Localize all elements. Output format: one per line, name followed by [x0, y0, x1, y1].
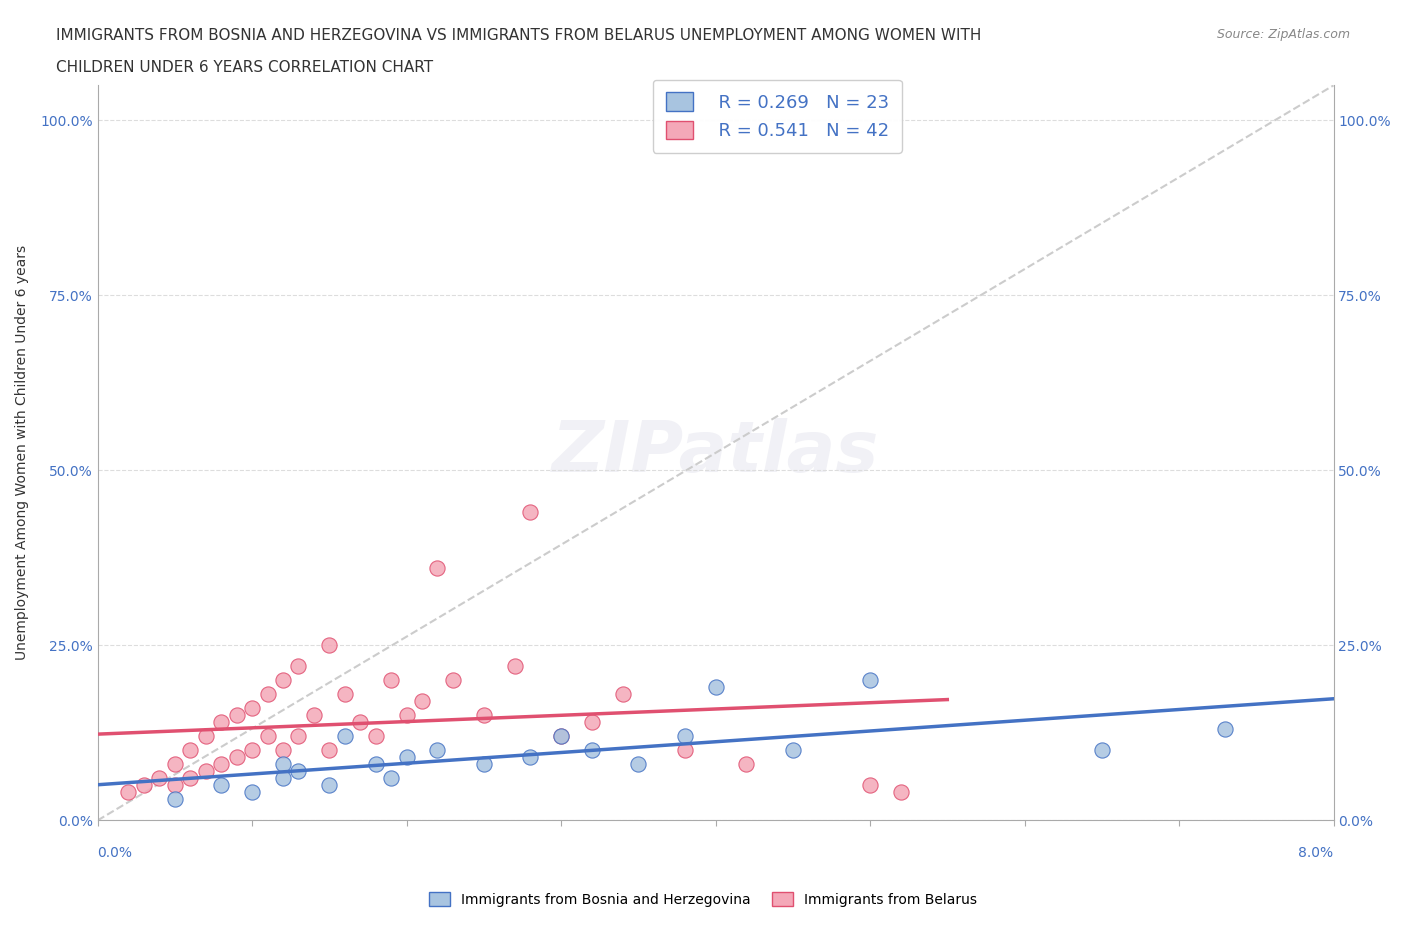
Point: [256, 687, 278, 702]
Point: [163, 778, 186, 793]
Point: [550, 729, 572, 744]
Text: 8.0%: 8.0%: [1298, 846, 1333, 860]
Point: [194, 764, 217, 778]
Point: [271, 673, 294, 688]
Point: [240, 785, 263, 800]
Point: [395, 708, 418, 723]
Legend: Immigrants from Bosnia and Herzegovina, Immigrants from Belarus: Immigrants from Bosnia and Herzegovina, …: [422, 885, 984, 914]
Point: [271, 743, 294, 758]
Y-axis label: Unemployment Among Women with Children Under 6 years: Unemployment Among Women with Children U…: [15, 246, 30, 660]
Point: [859, 673, 882, 688]
Point: [673, 729, 696, 744]
Point: [271, 757, 294, 772]
Point: [163, 792, 186, 807]
Point: [1091, 743, 1114, 758]
Point: [163, 757, 186, 772]
Point: [271, 771, 294, 786]
Point: [395, 750, 418, 764]
Point: [627, 757, 650, 772]
Text: IMMIGRANTS FROM BOSNIA AND HERZEGOVINA VS IMMIGRANTS FROM BELARUS UNEMPLOYMENT A: IMMIGRANTS FROM BOSNIA AND HERZEGOVINA V…: [56, 28, 981, 43]
Point: [364, 757, 387, 772]
Point: [333, 729, 356, 744]
Point: [179, 743, 201, 758]
Text: CHILDREN UNDER 6 YEARS CORRELATION CHART: CHILDREN UNDER 6 YEARS CORRELATION CHART: [56, 60, 433, 75]
Point: [179, 771, 201, 786]
Point: [503, 659, 526, 674]
Point: [256, 729, 278, 744]
Point: [364, 729, 387, 744]
Point: [209, 778, 232, 793]
Point: [225, 708, 247, 723]
Point: [318, 743, 340, 758]
Point: [581, 743, 603, 758]
Legend:   R = 0.269   N = 23,   R = 0.541   N = 42: R = 0.269 N = 23, R = 0.541 N = 42: [652, 80, 901, 153]
Point: [240, 743, 263, 758]
Point: [550, 729, 572, 744]
Point: [349, 715, 371, 730]
Point: [612, 687, 634, 702]
Point: [426, 743, 449, 758]
Point: [472, 708, 495, 723]
Point: [287, 764, 309, 778]
Point: [117, 785, 139, 800]
Point: [209, 715, 232, 730]
Point: [1215, 722, 1237, 737]
Point: [859, 778, 882, 793]
Point: [240, 701, 263, 716]
Point: [704, 680, 727, 695]
Point: [735, 757, 758, 772]
Point: [318, 638, 340, 653]
Point: [782, 743, 804, 758]
Point: [581, 715, 603, 730]
Point: [287, 659, 309, 674]
Point: [519, 505, 541, 520]
Point: [380, 673, 402, 688]
Point: [209, 757, 232, 772]
Text: ZIPatlas: ZIPatlas: [553, 418, 879, 487]
Text: 0.0%: 0.0%: [97, 846, 132, 860]
Point: [148, 771, 170, 786]
Point: [441, 673, 464, 688]
Point: [302, 708, 325, 723]
Point: [426, 561, 449, 576]
Point: [673, 743, 696, 758]
Point: [380, 771, 402, 786]
Point: [318, 778, 340, 793]
Point: [225, 750, 247, 764]
Point: [890, 785, 912, 800]
Point: [472, 757, 495, 772]
Text: Source: ZipAtlas.com: Source: ZipAtlas.com: [1216, 28, 1350, 41]
Point: [411, 694, 433, 709]
Point: [194, 729, 217, 744]
Point: [287, 729, 309, 744]
Point: [132, 778, 155, 793]
Point: [519, 750, 541, 764]
Point: [333, 687, 356, 702]
